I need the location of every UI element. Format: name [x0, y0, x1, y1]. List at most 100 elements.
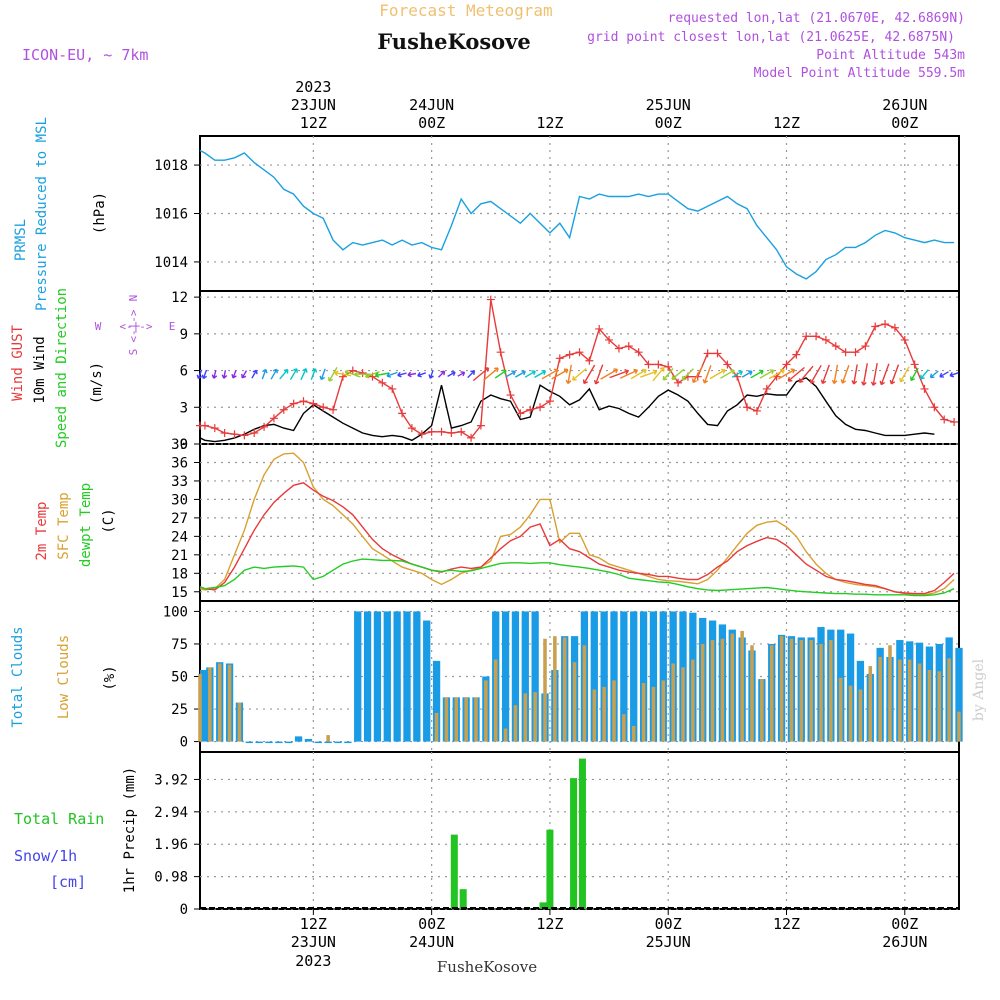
compass-e: E — [169, 320, 176, 333]
wind-speed-line — [199, 377, 935, 443]
wind-arrow — [720, 369, 735, 379]
rain-bar — [570, 778, 578, 909]
wind-arrow — [551, 368, 569, 380]
gust-marker — [930, 403, 939, 412]
y-tick-label: 0 — [180, 902, 188, 918]
low-cloud-bar — [730, 633, 735, 742]
pressure-unit: (hPa) — [92, 192, 108, 234]
bottom-hour-label: 12Z — [773, 915, 800, 933]
wind-arrow — [374, 372, 390, 378]
gust-marker — [595, 324, 604, 333]
wind-arrow — [692, 365, 704, 384]
bottom-date-label: 25JUN — [646, 933, 691, 951]
total-cloud-bar — [511, 611, 520, 742]
wind-arrow — [572, 367, 587, 381]
low-cloud-bar — [838, 677, 843, 742]
low-cloud-bar — [779, 636, 784, 742]
precip-bars — [200, 758, 959, 909]
gust-marker — [940, 415, 949, 424]
low-cloud-bar — [917, 663, 922, 742]
total-cloud-bar — [344, 741, 352, 744]
temp-2m-line — [199, 482, 955, 595]
gust-marker — [486, 295, 495, 304]
wind-arrow — [929, 370, 939, 379]
gust-marker — [279, 405, 288, 414]
gust-marker — [861, 342, 870, 351]
wind-unit: (m/s) — [89, 362, 105, 404]
bottom-hour-label: 00Z — [418, 915, 445, 933]
top-hour-label: 00Z — [655, 114, 682, 132]
gust-marker — [624, 342, 633, 351]
gust-marker — [260, 422, 269, 431]
wind-arrow — [593, 364, 604, 385]
total-cloud-bar — [501, 611, 510, 742]
total-cloud-bar — [403, 611, 411, 742]
gust-marker — [210, 424, 219, 433]
wind-arrow — [910, 367, 919, 382]
gust-marker — [427, 427, 436, 436]
total-cloud-bar — [423, 620, 431, 742]
gust-marker — [526, 405, 535, 414]
wind-arrow — [534, 370, 547, 379]
low-cloud-bar — [533, 692, 537, 742]
low-cloud-bar — [237, 702, 242, 742]
total-cloud-bar — [393, 611, 401, 742]
y-tick-label: 30 — [171, 492, 188, 508]
wind-arrow — [750, 369, 764, 379]
gust-marker — [555, 354, 564, 363]
y-tick-label: 36 — [171, 455, 188, 471]
low-cloud-bar — [700, 643, 705, 742]
y-tick-label: 100 — [163, 604, 188, 620]
low-cloud-bar — [553, 636, 557, 742]
y-tick-label: 21 — [171, 548, 188, 564]
wind-arrow — [494, 369, 507, 379]
wind-arrow — [211, 370, 218, 379]
wind-arrow — [831, 364, 839, 385]
compass-mid-h: <-|-> — [119, 320, 152, 333]
gust-marker — [831, 342, 840, 351]
low-cloud-bar — [947, 658, 951, 742]
total-cloud-bar — [304, 738, 313, 742]
low-cloud-bar — [523, 693, 528, 742]
low-cloud-bar — [878, 656, 882, 742]
y-tick-label: 75 — [171, 637, 188, 653]
low-cloud-bar — [612, 680, 616, 742]
total-cloud-bar — [383, 611, 391, 742]
low-cloud-bar — [750, 645, 754, 742]
bottom-date-label: 26JUN — [882, 933, 927, 951]
y-tick-label: 3 — [180, 400, 188, 416]
bottom-hour-label: 00Z — [891, 915, 918, 933]
wind-arrow — [221, 370, 228, 379]
gust-marker — [250, 428, 259, 437]
gust-marker — [644, 360, 653, 369]
total-cloud-bar — [275, 741, 283, 744]
wind-arrow — [201, 369, 208, 380]
y-tick-label: 33 — [171, 474, 188, 490]
wind-arrow — [515, 370, 526, 378]
gust-marker — [467, 433, 476, 442]
low-cloud-bar — [434, 712, 439, 742]
low-cloud-bar — [641, 683, 646, 742]
low-cloud-bar — [898, 659, 902, 742]
wind-arrow — [196, 369, 203, 380]
clouds-unit: (%) — [102, 665, 118, 690]
wind-arrow — [820, 364, 830, 385]
total-cloud-bar — [413, 611, 421, 742]
low-cloud-bar — [769, 645, 774, 742]
wind-arrow — [334, 370, 352, 377]
low-cloud-bar — [503, 728, 508, 742]
location-title: FusheKosove — [377, 29, 530, 54]
wind-arrow — [407, 371, 417, 378]
wind-arrow — [741, 370, 753, 378]
low-cloud-bar — [484, 680, 488, 742]
closest-coords: grid point closest lon,lat (21.0625E, 42… — [587, 30, 955, 45]
low-cloud-bar — [582, 645, 587, 742]
sfc-temp-line — [199, 452, 955, 596]
gust-marker — [881, 320, 890, 329]
y-tick-label: 24 — [171, 529, 188, 545]
wind-arrow — [861, 363, 868, 386]
top-hour-label: 00Z — [891, 114, 918, 132]
top-date-label: 25JUN — [646, 96, 691, 114]
low-cloud-bar — [937, 671, 942, 742]
